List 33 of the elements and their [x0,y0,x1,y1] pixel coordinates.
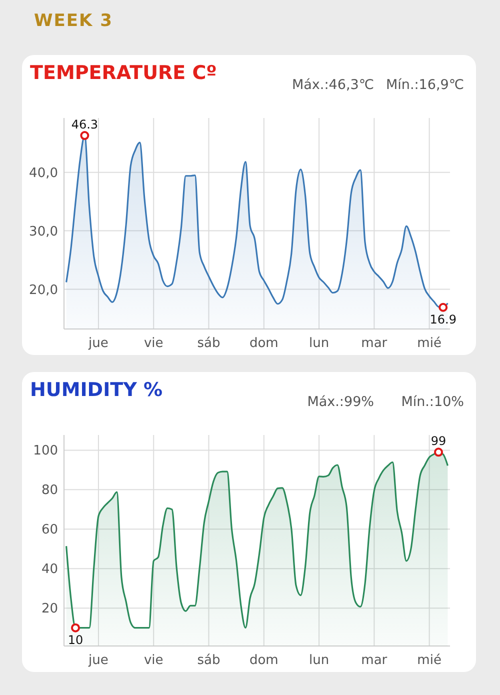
x-tick-label: vie [144,336,164,351]
y-tick-label: 20,0 [29,282,58,298]
x-tick-label: mar [361,336,388,351]
chart-title: HUMIDITY % [30,379,163,401]
text: Mín.:16,9℃ [386,77,464,93]
x-tick-label: dom [249,336,278,351]
text: WEEK 3 [34,11,113,31]
x-tick-label: dom [249,653,278,668]
x-tick-label: vie [144,653,164,668]
y-tick-label: 40 [41,562,58,578]
y-tick-label: 20 [41,602,58,617]
annotation: 46.3 [71,118,98,132]
x-tick-label: jue [88,653,108,668]
x-tick-label: sáb [197,653,220,668]
chart-title: TEMPERATURE Cº [30,62,217,84]
x-tick-label: jue [88,336,108,351]
y-tick-label: 80 [41,483,58,498]
y-tick-label: 100 [33,444,58,459]
y-tick-label: 40,0 [29,166,58,181]
annotation: 16.9 [430,312,456,326]
text: Mín.:10% [401,394,464,410]
x-tick-label: mié [417,653,442,668]
x-tick-label: lun [308,653,330,668]
x-tick-label: sáb [197,336,220,351]
y-tick-label: 60 [41,522,58,538]
y-tick-label: 30,0 [29,224,58,240]
x-tick-label: lun [308,336,330,351]
text: Máx.:99% [307,394,374,410]
text: Máx.:46,3℃ [292,77,374,93]
annotation: 99 [430,434,446,448]
annotation: 10 [68,632,84,647]
x-tick-label: mar [361,653,388,668]
x-tick-label: mié [417,336,442,351]
